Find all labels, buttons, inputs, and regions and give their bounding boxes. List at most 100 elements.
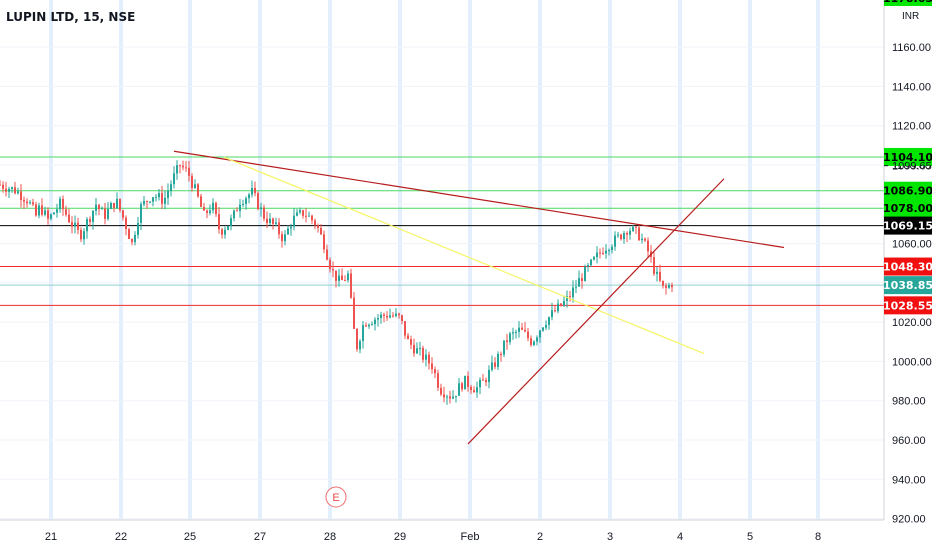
candle-body <box>488 369 490 383</box>
currency-unit: INR <box>902 11 920 22</box>
candle-body <box>461 383 463 390</box>
candle-body <box>2 184 4 189</box>
candle-body <box>344 280 346 282</box>
candle-body <box>398 313 400 316</box>
candle-body <box>197 184 199 197</box>
candle-body <box>26 201 28 204</box>
candle-body <box>386 316 388 318</box>
price-tag-label: 1028.55 <box>883 299 932 312</box>
candle-body <box>392 315 394 317</box>
price-axis[interactable]: 1160.001140.001120.001100.001080.001060.… <box>892 42 932 525</box>
candle-body <box>578 278 580 287</box>
event-marker[interactable]: E <box>325 486 347 508</box>
price-tag-top-label: 1178.65 <box>883 0 932 5</box>
candle-body <box>497 353 499 367</box>
candle-body <box>11 187 13 190</box>
candle-body <box>110 203 112 209</box>
x-tick-label: 5 <box>747 531 753 543</box>
candle-body <box>596 252 598 258</box>
candle-body <box>527 331 529 339</box>
y-tick-label: 1060.00 <box>892 239 932 251</box>
candle-body <box>593 257 595 260</box>
candle-body <box>485 380 487 383</box>
candle-body <box>419 348 421 350</box>
candle-body <box>428 354 430 364</box>
candle-body <box>194 184 196 188</box>
candle-body <box>101 208 103 210</box>
y-tick-label: 940.00 <box>892 474 926 486</box>
trend-line[interactable] <box>173 150 785 249</box>
candle-body <box>599 252 601 254</box>
candle-body <box>671 284 673 288</box>
candle-body <box>119 198 121 211</box>
session-band <box>398 0 402 520</box>
candle-body <box>482 379 484 381</box>
candle-body <box>146 201 148 203</box>
trend-line[interactable] <box>223 156 705 355</box>
candle-body <box>200 196 202 207</box>
candle-body <box>503 340 505 355</box>
candle-body <box>569 296 571 298</box>
candle-body <box>44 210 46 215</box>
candle-body <box>413 344 415 354</box>
candle-body <box>515 331 517 333</box>
trend-line[interactable] <box>467 178 725 445</box>
y-tick-label: 960.00 <box>892 435 926 447</box>
candle-body <box>230 218 232 226</box>
x-tick-label: 3 <box>607 531 613 543</box>
candle-body <box>518 327 520 332</box>
candle-body <box>458 383 460 396</box>
candle-body <box>575 286 577 288</box>
candle-body <box>539 330 541 338</box>
candle-body <box>644 238 646 241</box>
candle-body <box>353 297 355 329</box>
candle-body <box>62 198 64 210</box>
candle-body <box>467 375 469 387</box>
candle-body <box>29 202 31 204</box>
candle-body <box>77 222 79 230</box>
candle-body <box>533 341 535 345</box>
candle-body <box>74 222 76 227</box>
candle-body <box>20 191 22 200</box>
time-axis[interactable]: 21 22 25 27 28 29 Feb 2 3 4 5 8 <box>45 531 821 543</box>
price-tag <box>884 257 932 276</box>
price-tag <box>884 147 932 166</box>
candle-body <box>632 226 634 231</box>
x-tick-label: 21 <box>45 531 57 543</box>
candle-body <box>641 238 643 241</box>
candle-body <box>269 218 271 224</box>
candle-body <box>191 175 193 188</box>
candle-body <box>215 202 217 215</box>
candle-body <box>425 354 427 360</box>
candle-body <box>59 198 61 210</box>
session-band <box>748 0 752 520</box>
candle-body <box>557 303 559 312</box>
candle-body <box>608 250 610 252</box>
candle-body <box>293 215 295 227</box>
candle-body <box>335 270 337 281</box>
candle-body <box>299 210 301 213</box>
candle-body <box>17 191 19 194</box>
candle-body <box>86 219 88 232</box>
candle-body <box>446 396 448 398</box>
candle-body <box>122 210 124 218</box>
candle-body <box>587 265 589 267</box>
candle-body <box>584 266 586 282</box>
candle-body <box>311 215 313 221</box>
candle-body <box>308 215 310 217</box>
candle-body <box>500 353 502 355</box>
candle-body <box>377 318 379 320</box>
candle-body <box>212 202 214 211</box>
candle-body <box>656 271 658 274</box>
y-tick-label: 1020.00 <box>892 317 932 329</box>
candle-body <box>407 335 409 340</box>
price-tag-top <box>884 0 932 6</box>
candle-body <box>566 296 568 301</box>
candle-body <box>548 317 550 325</box>
candle-body <box>263 207 265 219</box>
candle-body <box>551 310 553 318</box>
price-tag <box>884 216 932 235</box>
candle-body <box>95 204 97 211</box>
candle-body <box>395 313 397 316</box>
